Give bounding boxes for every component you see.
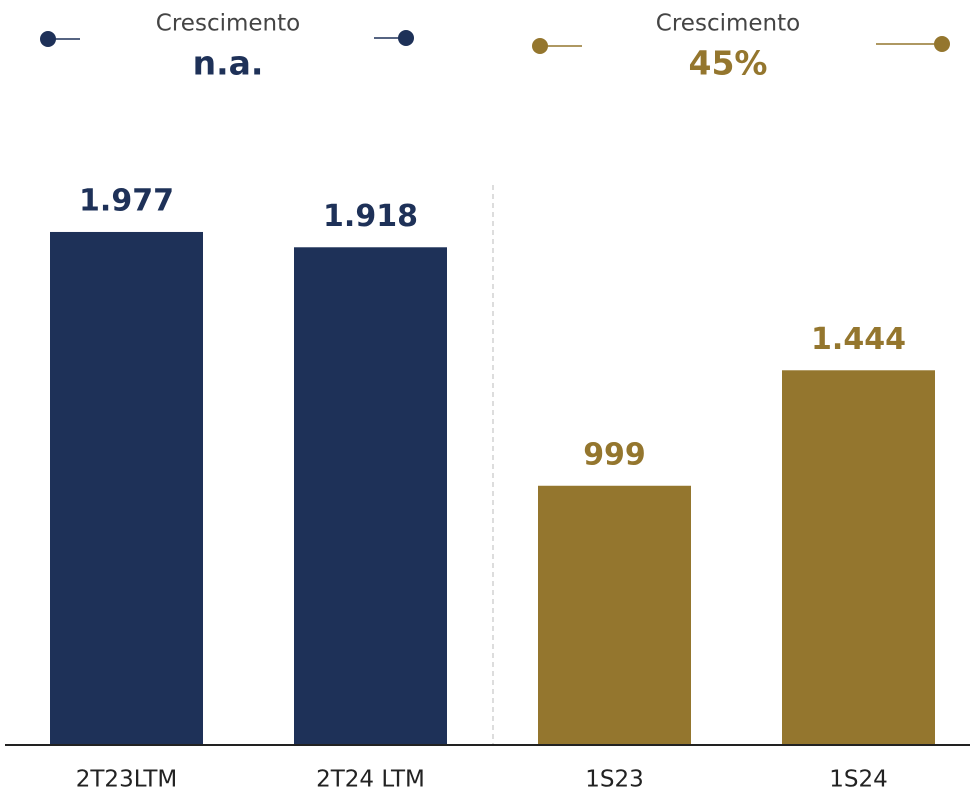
annotation-value: 45% bbox=[689, 44, 768, 83]
value-label: 999 bbox=[583, 437, 646, 472]
annotation-value: n.a. bbox=[193, 44, 264, 83]
x-tick-label: 2T24 LTM bbox=[316, 767, 425, 793]
bar bbox=[782, 370, 935, 745]
bar bbox=[538, 485, 691, 745]
value-label: 1.977 bbox=[79, 183, 174, 218]
bar bbox=[294, 247, 447, 746]
annotation-title: Crescimento bbox=[156, 11, 300, 37]
x-tick-label: 2T23LTM bbox=[76, 767, 178, 793]
x-tick-label: 1S24 bbox=[829, 767, 888, 793]
bar bbox=[50, 231, 203, 745]
x-tick-label: 1S23 bbox=[585, 767, 644, 793]
value-label: 1.444 bbox=[811, 322, 906, 357]
annotation-title: Crescimento bbox=[656, 11, 800, 37]
header-decoration bbox=[40, 30, 950, 54]
value-label: 1.918 bbox=[323, 199, 418, 234]
